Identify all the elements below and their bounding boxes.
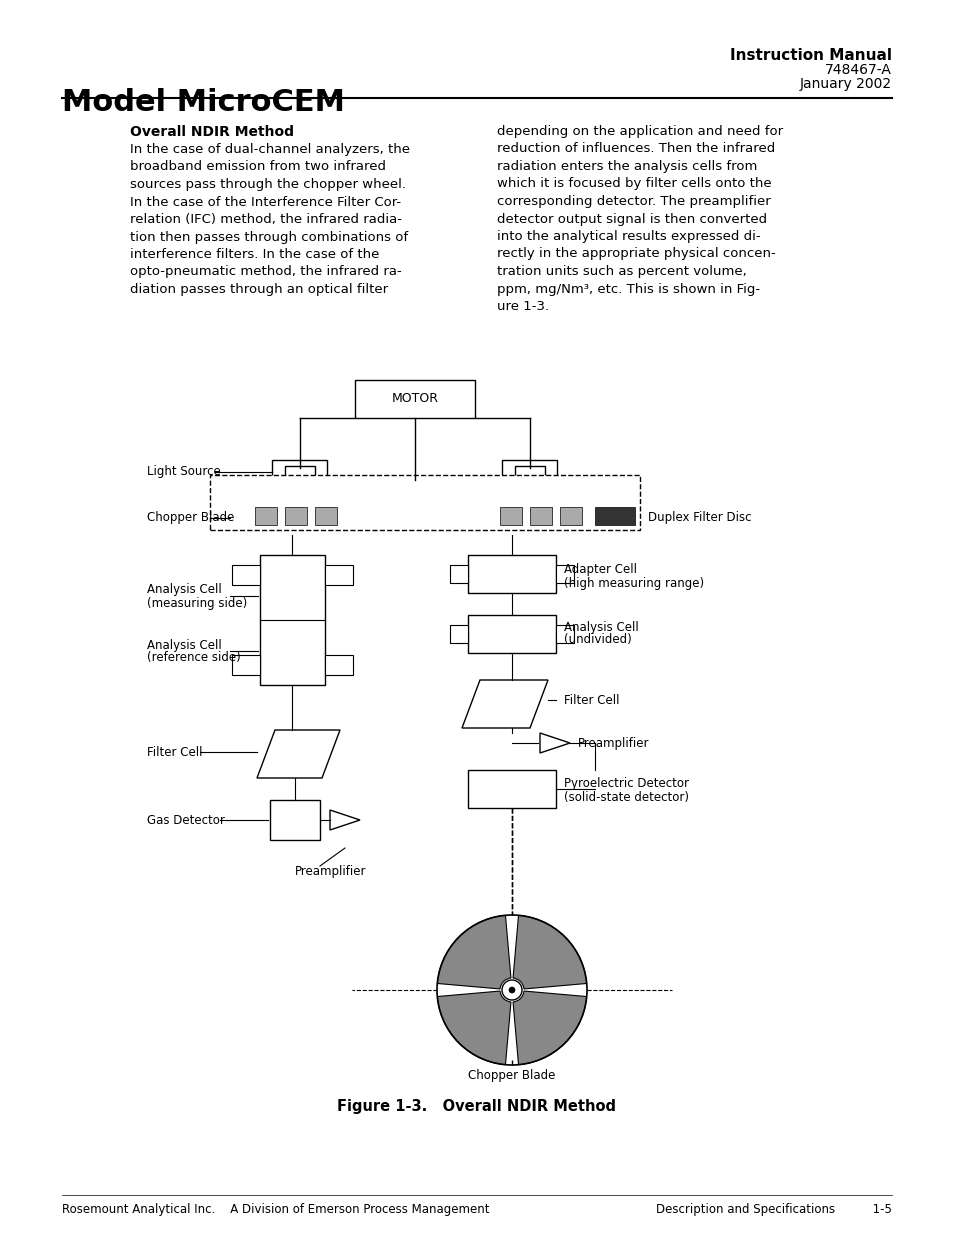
Bar (502, 459, 557, 484)
Text: Rosemount Analytical Inc.    A Division of Emerson Process Management: Rosemount Analytical Inc. A Division of … (62, 1203, 489, 1216)
Bar (499, 508, 521, 525)
Text: depending on the application and need for
reduction of influences. Then the infr: depending on the application and need fo… (497, 125, 782, 312)
Bar (515, 466, 544, 478)
Bar (559, 508, 581, 525)
Text: MOTOR: MOTOR (391, 393, 438, 405)
Text: Filter Cell: Filter Cell (563, 694, 618, 706)
Bar (232, 564, 260, 585)
Polygon shape (256, 730, 339, 778)
Bar (270, 800, 319, 840)
Polygon shape (461, 680, 547, 727)
Wedge shape (513, 990, 586, 1065)
Text: (solid-state detector): (solid-state detector) (563, 790, 688, 804)
Text: Pyroelectric Detector: Pyroelectric Detector (563, 778, 688, 790)
Text: Analysis Cell: Analysis Cell (563, 620, 639, 634)
Text: Description and Specifications          1-5: Description and Specifications 1-5 (656, 1203, 891, 1216)
Bar (285, 466, 314, 478)
Text: Adapter Cell: Adapter Cell (563, 563, 637, 577)
Circle shape (509, 987, 515, 993)
Text: Gas Detector: Gas Detector (147, 814, 225, 826)
Text: Analysis Cell: Analysis Cell (147, 583, 221, 597)
Circle shape (501, 981, 521, 1000)
Bar (530, 508, 552, 525)
Bar (260, 555, 325, 685)
Text: Instruction Manual: Instruction Manual (729, 48, 891, 63)
Bar (325, 655, 353, 676)
Polygon shape (330, 810, 359, 830)
Text: Filter Cell: Filter Cell (147, 746, 202, 758)
Bar (556, 564, 574, 583)
Wedge shape (436, 915, 511, 989)
Wedge shape (513, 915, 586, 989)
Text: (undivided): (undivided) (563, 634, 631, 646)
Text: 748467-A: 748467-A (824, 63, 891, 77)
Bar (468, 555, 556, 593)
Text: Chopper Blade: Chopper Blade (147, 511, 234, 525)
Bar (273, 459, 327, 484)
Text: (high measuring range): (high measuring range) (563, 577, 703, 589)
Circle shape (436, 915, 586, 1065)
Bar (314, 508, 336, 525)
Bar (468, 769, 556, 808)
Bar (556, 625, 574, 643)
Text: Model MicroCEM: Model MicroCEM (62, 88, 345, 117)
Bar (355, 380, 475, 417)
Bar (325, 564, 353, 585)
Text: Preamplifier: Preamplifier (578, 736, 649, 750)
Bar (450, 564, 468, 583)
Text: Analysis Cell: Analysis Cell (147, 638, 221, 652)
Wedge shape (436, 990, 511, 1065)
Text: Chopper Blade: Chopper Blade (468, 1068, 555, 1082)
Polygon shape (539, 734, 569, 753)
Bar (285, 508, 307, 525)
Text: Figure 1-3.   Overall NDIR Method: Figure 1-3. Overall NDIR Method (337, 1099, 616, 1114)
Bar (468, 615, 556, 653)
Bar (232, 655, 260, 676)
Text: Duplex Filter Disc: Duplex Filter Disc (647, 511, 751, 525)
Text: In the case of dual-channel analyzers, the
broadband emission from two infrared
: In the case of dual-channel analyzers, t… (130, 143, 410, 296)
Bar (595, 508, 635, 525)
Text: Light Source: Light Source (147, 466, 220, 478)
Bar (450, 625, 468, 643)
Bar (254, 508, 276, 525)
Text: (reference side): (reference side) (147, 652, 240, 664)
Text: Preamplifier: Preamplifier (294, 866, 366, 878)
Text: Overall NDIR Method: Overall NDIR Method (130, 125, 294, 140)
Bar (210, 475, 639, 530)
Text: January 2002: January 2002 (799, 77, 891, 91)
Text: (measuring side): (measuring side) (147, 597, 247, 610)
